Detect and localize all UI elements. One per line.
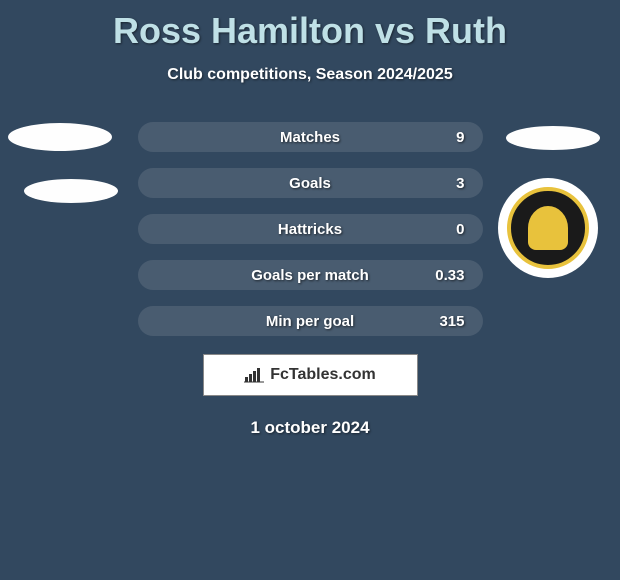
stat-row: Matches 9	[138, 122, 483, 152]
fctables-badge[interactable]: FcTables.com	[203, 354, 418, 396]
stat-label: Matches	[138, 129, 483, 146]
player-left-oval-1	[8, 123, 112, 151]
stat-row: Hattricks 0	[138, 214, 483, 244]
stat-label: Goals	[138, 175, 483, 192]
bar-chart-icon	[244, 367, 264, 383]
crest-shield-icon	[528, 206, 568, 250]
crest-ring	[507, 187, 589, 269]
stat-label: Hattricks	[138, 221, 483, 238]
date-label: 1 october 2024	[0, 418, 620, 438]
club-crest	[498, 178, 598, 278]
stat-row: Goals 3	[138, 168, 483, 198]
stat-row: Min per goal 315	[138, 306, 483, 336]
stat-value: 9	[456, 129, 464, 146]
page-title: Ross Hamilton vs Ruth	[0, 0, 620, 52]
player-right-oval-1	[506, 126, 600, 150]
stat-value: 0.33	[435, 267, 464, 284]
stat-label: Min per goal	[138, 313, 483, 330]
stat-value: 3	[456, 175, 464, 192]
player-left-oval-2	[24, 179, 118, 203]
subtitle: Club competitions, Season 2024/2025	[0, 66, 620, 84]
stat-value: 315	[439, 313, 464, 330]
brand-label: FcTables.com	[270, 366, 376, 384]
stat-value: 0	[456, 221, 464, 238]
stat-label: Goals per match	[138, 267, 483, 284]
stats-table: Matches 9 Goals 3 Hattricks 0 Goals per …	[138, 122, 483, 336]
stat-row: Goals per match 0.33	[138, 260, 483, 290]
